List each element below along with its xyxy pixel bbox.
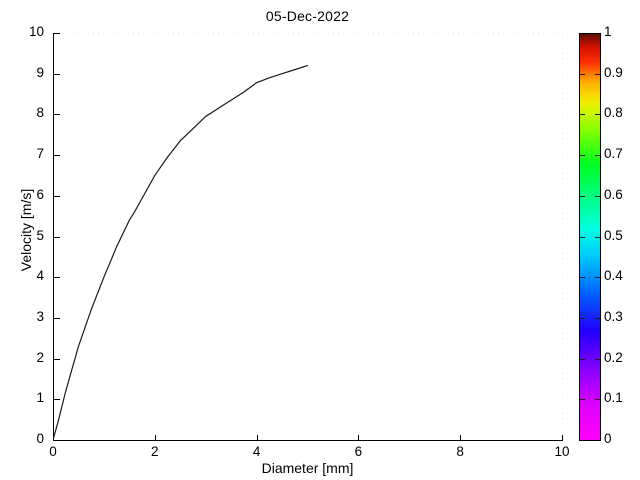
colorbar-tick-mark bbox=[580, 73, 585, 75]
y-tick-label: 7 bbox=[36, 146, 44, 162]
x-tick-label: 10 bbox=[554, 444, 570, 459]
colorbar-tick-label: 1 bbox=[604, 24, 612, 39]
colorbar-tick-mark bbox=[595, 195, 600, 197]
y-tick-label: 8 bbox=[36, 105, 44, 121]
colorbar-tick-label: 0.5 bbox=[604, 227, 623, 243]
y-tick-label: 5 bbox=[36, 227, 44, 243]
y-tick-mark bbox=[54, 358, 60, 360]
x-tick-mark bbox=[460, 435, 462, 441]
data-curve-layer bbox=[53, 64, 309, 440]
colorbar-tick-mark bbox=[595, 155, 600, 157]
x-tick-mark bbox=[358, 435, 360, 441]
y-tick-label: 3 bbox=[36, 308, 44, 324]
y-tick-mark bbox=[54, 73, 60, 75]
x-axis-label: Diameter [mm] bbox=[261, 460, 354, 476]
colorbar-tick-mark bbox=[595, 73, 600, 75]
y-tick-label: 10 bbox=[28, 24, 44, 39]
y-tick-mark bbox=[54, 236, 60, 238]
x-tick-label: 2 bbox=[151, 444, 159, 459]
y-tick-label: 1 bbox=[36, 390, 44, 406]
y-tick-label: 2 bbox=[36, 349, 44, 365]
y-tick-mark bbox=[54, 114, 60, 116]
colorbar-tick-label: 0.7 bbox=[604, 146, 623, 162]
axis-spine-right bbox=[562, 33, 563, 441]
colorbar-tick-mark bbox=[595, 358, 600, 360]
plot-area bbox=[53, 33, 562, 440]
colorbar-tick-mark bbox=[595, 277, 600, 279]
colorbar-tick-mark bbox=[580, 277, 585, 279]
colorbar-tick-mark bbox=[595, 236, 600, 238]
colorbar-tick-mark bbox=[595, 317, 600, 319]
colorbar[interactable] bbox=[579, 33, 601, 441]
y-tick-mark bbox=[54, 33, 60, 34]
page-title: 05-Dec-2022 bbox=[265, 8, 350, 24]
axis-spine-bottom bbox=[53, 440, 563, 441]
colorbar-tick-label: 0.8 bbox=[604, 105, 623, 121]
x-tick-mark bbox=[562, 435, 563, 441]
y-tick-mark bbox=[54, 440, 60, 441]
y-tick-label: 9 bbox=[36, 64, 44, 80]
colorbar-tick-mark bbox=[580, 195, 585, 197]
y-tick-mark bbox=[54, 155, 60, 157]
x-tick-label: 4 bbox=[252, 444, 261, 459]
y-tick-label: 0 bbox=[36, 431, 44, 446]
colorbar-tick-mark bbox=[580, 317, 585, 319]
y-tick-mark bbox=[54, 277, 60, 279]
y-tick-mark bbox=[54, 195, 60, 197]
colorbar-tick-mark bbox=[580, 358, 585, 360]
colorbar-tick-mark bbox=[580, 114, 585, 116]
colorbar-tick-label: 0.3 bbox=[604, 308, 623, 324]
y-tick-mark bbox=[54, 399, 60, 401]
y-tick-label: 6 bbox=[36, 186, 44, 202]
colorbar-tick-label: 0.1 bbox=[604, 390, 623, 406]
colorbar-tick-mark bbox=[580, 399, 585, 401]
colorbar-tick-mark bbox=[595, 114, 600, 116]
colorbar-tick-mark bbox=[595, 399, 600, 401]
colorbar-tick-mark bbox=[580, 155, 585, 157]
colorbar-tick-label: 0.6 bbox=[604, 186, 623, 202]
colorbar-tick-label: 0.2 bbox=[604, 349, 623, 365]
velocity-vs-diameter-line bbox=[53, 64, 309, 440]
x-tick-label: 8 bbox=[456, 444, 464, 459]
x-tick-mark bbox=[154, 435, 156, 441]
colorbar-tick-label: 0.4 bbox=[604, 268, 623, 284]
x-tick-label: 6 bbox=[354, 444, 363, 459]
colorbar-tick-label: 0 bbox=[604, 431, 612, 446]
colorbar-tick-label: 0.9 bbox=[604, 64, 623, 80]
x-tick-label: 0 bbox=[49, 444, 57, 459]
y-tick-mark bbox=[54, 317, 60, 319]
colorbar-tick-mark bbox=[580, 236, 585, 238]
y-tick-label: 4 bbox=[36, 268, 44, 284]
axis-spine-left bbox=[53, 33, 54, 441]
y-axis-label: Velocity [m/s] bbox=[18, 188, 34, 272]
axis-spine-top bbox=[53, 33, 563, 34]
x-tick-mark bbox=[256, 435, 258, 441]
